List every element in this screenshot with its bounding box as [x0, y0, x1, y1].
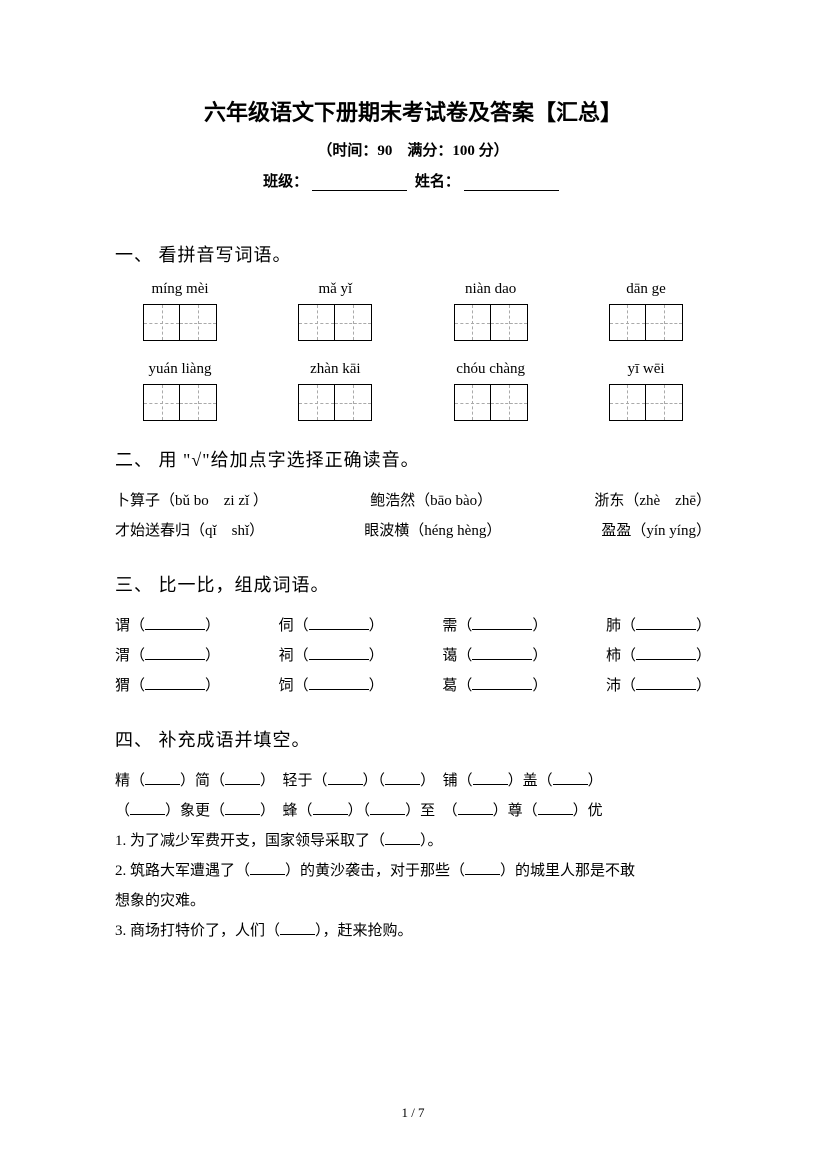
idiom-line: 精（）简（） 轻于（）（） 铺（）盖（）: [115, 766, 711, 796]
page-number: 1 / 7: [0, 1105, 826, 1121]
pinyin-row-2: yuán liàng zhàn kāi chóu chàng yī wēi: [115, 361, 711, 378]
pinyin-label: niàn dao: [426, 281, 556, 298]
char-box-row: [115, 304, 711, 341]
char-box-pair[interactable]: [115, 384, 245, 421]
char-box-pair[interactable]: [270, 304, 400, 341]
section-4-heading: 四、 补充成语并填空。: [115, 726, 711, 752]
question-line: 想象的灾难。: [115, 886, 711, 916]
char-box-pair[interactable]: [426, 304, 556, 341]
compare-row: 谓（） 伺（） 需（） 肺（）: [115, 611, 711, 641]
question-line: 3. 商场打特价了，人们（），赶来抢购。: [115, 916, 711, 946]
phonetic-item: 浙东（zhè zhē）: [594, 486, 711, 516]
section-2-heading: 二、 用 "√"给加点字选择正确读音。: [115, 446, 711, 472]
char-box-row: [115, 384, 711, 421]
compare-row: 渭（） 祠（） 蔼（） 柿（）: [115, 641, 711, 671]
idiom-line: （）象更（） 蜂（）（）至 （）尊（）优: [115, 796, 711, 826]
char-box-pair[interactable]: [426, 384, 556, 421]
name-label: 姓名：: [415, 174, 460, 190]
phonetic-item: 盈盈（yín yíng）: [601, 516, 711, 546]
section-1-heading: 一、 看拼音写词语。: [115, 241, 711, 267]
char-box-pair[interactable]: [581, 304, 711, 341]
section-2-line: 卜算子（bǔ bo zi zǐ ） 鲍浩然（bāo bào） 浙东（zhè zh…: [115, 486, 711, 516]
section-3-heading: 三、 比一比，组成词语。: [115, 571, 711, 597]
pinyin-label: yuán liàng: [115, 361, 245, 378]
phonetic-item: 眼波横（héng hèng）: [364, 516, 501, 546]
char-box-pair[interactable]: [270, 384, 400, 421]
section-2: 二、 用 "√"给加点字选择正确读音。 卜算子（bǔ bo zi zǐ ） 鲍浩…: [115, 446, 711, 546]
phonetic-item: 鲍浩然（bāo bào）: [370, 486, 492, 516]
section-2-line: 才始送春归（qǐ shǐ） 眼波横（héng hèng） 盈盈（yín yíng…: [115, 516, 711, 546]
question-line: 1. 为了减少军费开支，国家领导采取了（）。: [115, 826, 711, 856]
name-blank[interactable]: [464, 175, 559, 191]
section-4: 四、 补充成语并填空。 精（）简（） 轻于（）（） 铺（）盖（） （）象更（） …: [115, 726, 711, 946]
student-info-line: 班级： 姓名：: [115, 170, 711, 191]
page-title: 六年级语文下册期末考试卷及答案【汇总】: [115, 95, 711, 127]
page-subtitle: （时间：90 满分：100 分）: [115, 139, 711, 160]
char-box-pair[interactable]: [581, 384, 711, 421]
pinyin-label: mǎ yǐ: [270, 281, 400, 298]
pinyin-label: míng mèi: [115, 281, 245, 298]
question-line: 2. 筑路大军遭遇了（）的黄沙袭击，对于那些（）的城里人那是不敢: [115, 856, 711, 886]
pinyin-label: dān ge: [581, 281, 711, 298]
compare-row: 猬（） 饲（） 葛（） 沛（）: [115, 671, 711, 701]
char-box-pair[interactable]: [115, 304, 245, 341]
class-label: 班级：: [263, 174, 308, 190]
pinyin-label: chóu chàng: [426, 361, 556, 378]
pinyin-row-1: míng mèi mǎ yǐ niàn dao dān ge: [115, 281, 711, 298]
phonetic-item: 才始送春归（qǐ shǐ）: [115, 516, 264, 546]
section-1: 一、 看拼音写词语。 míng mèi mǎ yǐ niàn dao dān g…: [115, 241, 711, 421]
pinyin-label: yī wēi: [581, 361, 711, 378]
pinyin-label: zhàn kāi: [270, 361, 400, 378]
class-blank[interactable]: [312, 175, 407, 191]
section-3: 三、 比一比，组成词语。 谓（） 伺（） 需（） 肺（） 渭（） 祠（） 蔼（）…: [115, 571, 711, 701]
phonetic-item: 卜算子（bǔ bo zi zǐ ）: [115, 486, 268, 516]
